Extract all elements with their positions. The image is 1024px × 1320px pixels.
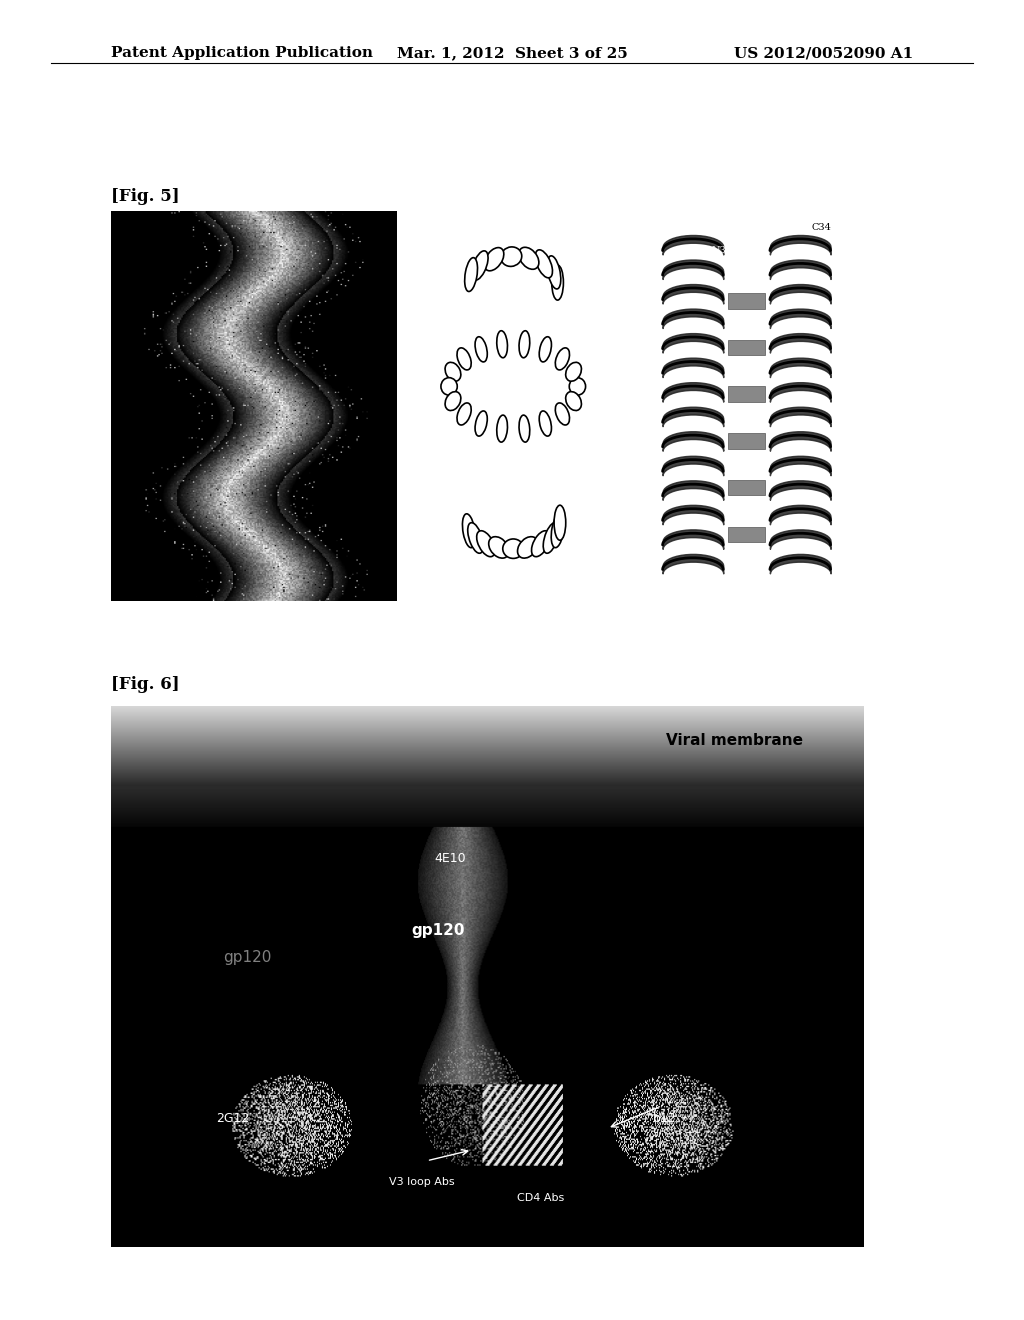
Text: gp120: gp120	[223, 950, 271, 965]
Ellipse shape	[468, 523, 483, 553]
Ellipse shape	[555, 403, 569, 425]
Ellipse shape	[544, 523, 559, 553]
Ellipse shape	[547, 256, 561, 289]
Ellipse shape	[445, 362, 461, 381]
Ellipse shape	[552, 265, 563, 300]
Ellipse shape	[555, 348, 569, 370]
Ellipse shape	[465, 257, 477, 292]
Ellipse shape	[569, 378, 586, 395]
Text: b12: b12	[652, 1111, 676, 1125]
Ellipse shape	[457, 403, 471, 425]
Text: gp120: gp120	[412, 923, 465, 937]
Ellipse shape	[472, 251, 488, 280]
Ellipse shape	[503, 539, 523, 558]
Ellipse shape	[497, 331, 508, 358]
Ellipse shape	[475, 411, 487, 436]
Text: Patent Application Publication: Patent Application Publication	[111, 46, 373, 61]
Ellipse shape	[519, 331, 529, 358]
Ellipse shape	[463, 513, 475, 548]
Ellipse shape	[536, 249, 553, 277]
Ellipse shape	[457, 348, 471, 370]
Bar	[728, 293, 765, 309]
Ellipse shape	[565, 392, 582, 411]
Text: V3 loop Abs: V3 loop Abs	[389, 1177, 455, 1187]
Ellipse shape	[517, 537, 538, 558]
Ellipse shape	[540, 411, 552, 436]
Ellipse shape	[554, 506, 565, 540]
Ellipse shape	[565, 362, 582, 381]
Text: US 2012/0052090 A1: US 2012/0052090 A1	[734, 46, 913, 61]
Text: [Fig. 6]: [Fig. 6]	[111, 676, 179, 693]
Ellipse shape	[531, 531, 550, 557]
Text: [Fig. 5]: [Fig. 5]	[111, 187, 179, 205]
Bar	[728, 433, 765, 449]
Bar	[728, 339, 765, 355]
Ellipse shape	[540, 337, 552, 362]
Bar	[728, 480, 765, 495]
Ellipse shape	[488, 537, 509, 558]
Ellipse shape	[475, 337, 487, 362]
Ellipse shape	[519, 247, 539, 269]
Ellipse shape	[476, 531, 495, 557]
Ellipse shape	[551, 513, 564, 548]
Bar	[728, 527, 765, 543]
Text: CD4 Abs: CD4 Abs	[517, 1193, 564, 1204]
Text: N36: N36	[712, 247, 732, 255]
Ellipse shape	[484, 248, 504, 271]
Ellipse shape	[501, 247, 522, 267]
Ellipse shape	[519, 414, 529, 442]
Text: Viral membrane: Viral membrane	[666, 734, 803, 748]
Text: 2G12: 2G12	[216, 1111, 249, 1125]
Bar	[728, 387, 765, 403]
Text: 4E10: 4E10	[434, 853, 466, 866]
Text: Mar. 1, 2012  Sheet 3 of 25: Mar. 1, 2012 Sheet 3 of 25	[396, 46, 628, 61]
Text: C34: C34	[812, 223, 831, 232]
Ellipse shape	[445, 392, 461, 411]
Ellipse shape	[441, 378, 458, 395]
Ellipse shape	[497, 414, 508, 442]
